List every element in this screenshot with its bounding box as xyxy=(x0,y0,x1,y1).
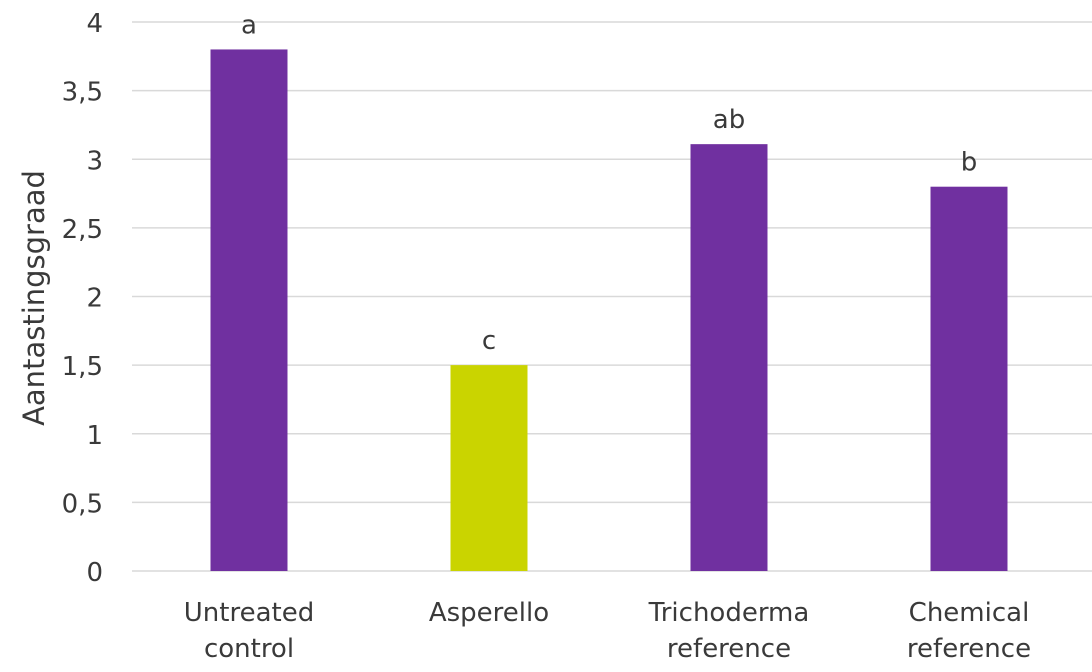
significance-label: ab xyxy=(713,105,745,135)
x-category-label: control xyxy=(204,634,294,664)
x-axis-labels: Untreated control Asperello Trichoderma refe… xyxy=(184,598,1031,664)
bar xyxy=(930,186,1008,571)
y-tick-label: 0,5 xyxy=(62,489,103,519)
bars xyxy=(210,49,1008,571)
bar xyxy=(450,365,528,571)
bar xyxy=(210,49,288,571)
y-tick-label: 4 xyxy=(86,9,103,39)
x-category-label: reference xyxy=(667,634,791,664)
y-tick-label: 2 xyxy=(86,284,103,314)
y-axis-title: Aantastingsgraad xyxy=(17,170,51,426)
y-tick-label: 0 xyxy=(86,558,103,588)
y-tick-label: 3 xyxy=(86,146,103,176)
significance-label: b xyxy=(961,148,978,178)
x-category-label: reference xyxy=(907,634,1031,664)
x-category-label: Trichoderma xyxy=(648,598,810,628)
significance-label: c xyxy=(482,326,496,356)
x-category-label: Chemical xyxy=(909,598,1030,628)
x-category-label: Asperello xyxy=(429,598,549,628)
y-tick-label: 2,5 xyxy=(62,215,103,245)
bar xyxy=(690,144,768,571)
y-tick-label: 1,5 xyxy=(62,352,103,382)
y-axis-ticks: 0 0,5 1 1,5 2 2,5 3 3,5 4 xyxy=(62,9,103,588)
significance-labels: a c ab b xyxy=(241,10,977,356)
y-tick-label: 1 xyxy=(86,421,103,451)
x-category-label: Untreated xyxy=(184,598,314,628)
y-tick-label: 3,5 xyxy=(62,78,103,108)
gridlines xyxy=(132,21,1092,572)
significance-label: a xyxy=(241,10,257,40)
